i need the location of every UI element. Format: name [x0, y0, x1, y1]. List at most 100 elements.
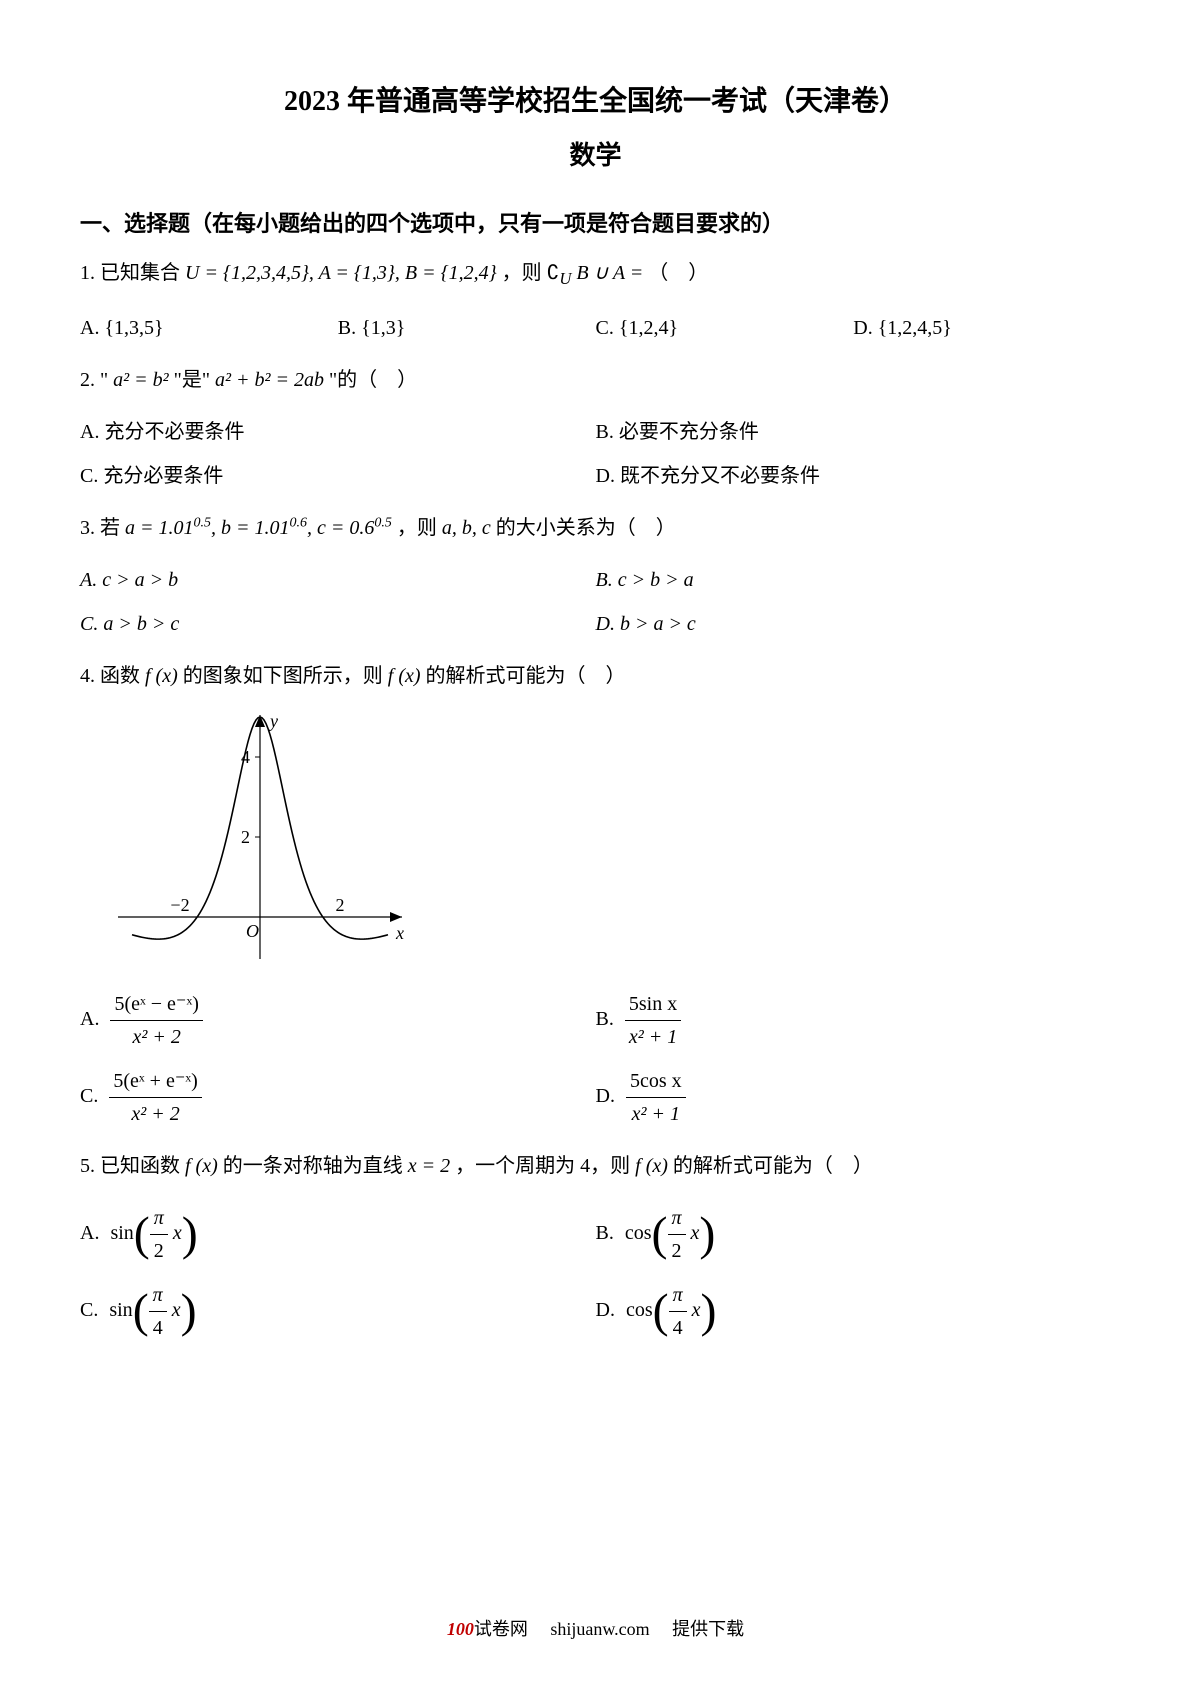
- q4-mid2: 的解析式可能为（ ）: [426, 665, 626, 687]
- page-footer: 100试卷网 shijuanw.com 提供下载: [0, 1615, 1191, 1644]
- q1-expr: B ∪ A =: [576, 262, 643, 284]
- q5-c-fn: sin: [109, 1299, 132, 1321]
- q4-b-num: 5sin x: [625, 988, 681, 1021]
- q2-options: A. 充分不必要条件 B. 必要不充分条件 C. 充分必要条件 D. 既不充分又…: [80, 410, 1111, 498]
- q1-blank: （ ）: [648, 262, 708, 284]
- q5-a-num: π: [154, 1207, 164, 1229]
- q3-opt-a: A. c > a > b: [80, 569, 178, 591]
- q5-x2: x = 2: [408, 1155, 450, 1177]
- footer-url: shijuanw.com: [550, 1619, 649, 1639]
- q3-mid: ，则: [397, 517, 442, 539]
- q1-pre: 1. 已知集合: [80, 262, 185, 284]
- q4-opt-a: A. 5(eˣ − e⁻ˣ)x² + 2: [80, 988, 596, 1053]
- q1-sets: U = {1,2,3,4,5}, A = {1,3}, B = {1,2,4}: [185, 262, 497, 284]
- q4-c-label: C.: [80, 1085, 98, 1107]
- q4-a-label: A.: [80, 1008, 99, 1030]
- footer-tail: 提供下载: [672, 1619, 744, 1639]
- svg-text:x: x: [395, 923, 404, 943]
- q3-pre: 3. 若: [80, 517, 125, 539]
- q5-d-arg: x: [692, 1299, 701, 1321]
- svg-text:2: 2: [336, 895, 345, 915]
- footer-brand: 100: [447, 1619, 474, 1639]
- q4-b-label: B.: [596, 1008, 614, 1030]
- q4-opt-d: D. 5cos xx² + 1: [596, 1065, 1112, 1130]
- q5-c-num: π: [153, 1284, 163, 1306]
- q4-opt-b: B. 5sin xx² + 1: [596, 988, 1112, 1053]
- q4-d-den: x² + 1: [626, 1098, 686, 1130]
- q4-d-num: 5cos x: [626, 1065, 686, 1098]
- q5-mid2: ，一个周期为 4，则: [455, 1155, 635, 1177]
- svg-text:y: y: [268, 711, 278, 731]
- svg-text:O: O: [246, 921, 259, 941]
- q4-c-den: x² + 2: [109, 1098, 201, 1130]
- q4-pre: 4. 函数: [80, 665, 145, 687]
- q3-opt-c: C. a > b > c: [80, 613, 179, 635]
- q2-a: 2. ": [80, 369, 108, 391]
- question-1: 1. 已知集合 U = {1,2,3,4,5}, A = {1,3}, B = …: [80, 257, 1111, 293]
- q4-a-num: 5(eˣ − e⁻ˣ): [110, 988, 202, 1021]
- q5-d-fn: cos: [626, 1299, 653, 1321]
- q5-mid3: 的解析式可能为（ ）: [673, 1155, 873, 1177]
- section-heading: 一、选择题（在每小题给出的四个选项中，只有一项是符合题目要求的）: [80, 206, 1111, 241]
- question-4: 4. 函数 f (x) 的图象如下图所示，则 f (x) 的解析式可能为（ ）: [80, 660, 1111, 692]
- q5-fx1: f (x): [185, 1155, 218, 1177]
- q2-cond1: a² = b²: [113, 369, 169, 391]
- q1-sub: U: [559, 269, 571, 288]
- q5-opt-b: B. cos(π2 x): [596, 1202, 1112, 1267]
- q5-b-num: π: [672, 1207, 682, 1229]
- q4-a-den: x² + 2: [110, 1021, 202, 1053]
- q3-vars: a, b, c: [442, 517, 491, 539]
- q1-opt-a: A. {1,3,5}: [80, 312, 338, 344]
- q5-a-fn: sin: [110, 1222, 133, 1244]
- q5-a-den: 2: [150, 1235, 168, 1267]
- q4-options: A. 5(eˣ − e⁻ˣ)x² + 2 B. 5sin xx² + 1 C. …: [80, 982, 1111, 1136]
- q1-opt-d: D. {1,2,4,5}: [853, 312, 1111, 344]
- q1-opt-c: C. {1,2,4}: [596, 312, 854, 344]
- exam-title: 2023 年普通高等学校招生全国统一考试（天津卷）: [80, 80, 1111, 125]
- q5-c-label: C.: [80, 1299, 98, 1321]
- svg-text:−2: −2: [170, 895, 189, 915]
- q5-opt-a: A. sin(π2 x): [80, 1202, 596, 1267]
- q4-fx1: f (x): [145, 665, 178, 687]
- q5-opt-c: C. sin(π4 x): [80, 1279, 596, 1344]
- q3-opt-d: D. b > a > c: [596, 613, 696, 635]
- question-3: 3. 若 a = 1.010.5, b = 1.010.6, c = 0.60.…: [80, 512, 1111, 544]
- q5-b-fn: cos: [625, 1222, 652, 1244]
- q5-fx2: f (x): [635, 1155, 668, 1177]
- q4-d-label: D.: [596, 1085, 615, 1107]
- q2-opt-a: A. 充分不必要条件: [80, 416, 596, 448]
- q5-d-den: 4: [669, 1312, 687, 1344]
- q3-opt-b: B. c > b > a: [596, 569, 694, 591]
- q5-a-arg: x: [173, 1222, 182, 1244]
- q2-opt-c: C. 充分必要条件: [80, 460, 596, 492]
- footer-site: 试卷网: [474, 1619, 528, 1639]
- q5-c-arg: x: [172, 1299, 181, 1321]
- q1-options: A. {1,3,5} B. {1,3} C. {1,2,4} D. {1,2,4…: [80, 306, 1111, 350]
- q1-opt-b: B. {1,3}: [338, 312, 596, 344]
- q5-b-label: B.: [596, 1222, 614, 1244]
- q4-b-den: x² + 1: [625, 1021, 681, 1053]
- q2-opt-d: D. 既不充分又不必要条件: [596, 460, 1112, 492]
- svg-text:2: 2: [241, 827, 250, 847]
- q4-c-num: 5(eˣ + e⁻ˣ): [109, 1065, 201, 1098]
- q5-pre: 5. 已知函数: [80, 1155, 185, 1177]
- q2-cond2: a² + b² = 2ab: [215, 369, 324, 391]
- q5-a-label: A.: [80, 1222, 99, 1244]
- q5-options: A. sin(π2 x) B. cos(π2 x) C. sin(π4 x) D…: [80, 1196, 1111, 1350]
- q5-c-den: 4: [149, 1312, 167, 1344]
- q2-opt-b: B. 必要不充分条件: [596, 416, 1112, 448]
- q5-mid1: 的一条对称轴为直线: [223, 1155, 408, 1177]
- q4-fx2: f (x): [388, 665, 421, 687]
- q4-graph: 24−22yxO: [110, 707, 410, 967]
- question-5: 5. 已知函数 f (x) 的一条对称轴为直线 x = 2 ，一个周期为 4，则…: [80, 1150, 1111, 1182]
- exam-subtitle: 数学: [80, 135, 1111, 177]
- q5-opt-d: D. cos(π4 x): [596, 1279, 1112, 1344]
- q1-mid: ，则 ∁: [502, 262, 560, 284]
- q4-opt-c: C. 5(eˣ + e⁻ˣ)x² + 2: [80, 1065, 596, 1130]
- q2-b: "是": [174, 369, 210, 391]
- q4-mid1: 的图象如下图所示，则: [183, 665, 388, 687]
- q5-d-num: π: [673, 1284, 683, 1306]
- q3-expr: a = 1.010.5, b = 1.010.6, c = 0.60.5: [125, 517, 392, 539]
- q5-b-den: 2: [668, 1235, 686, 1267]
- q5-d-label: D.: [596, 1299, 615, 1321]
